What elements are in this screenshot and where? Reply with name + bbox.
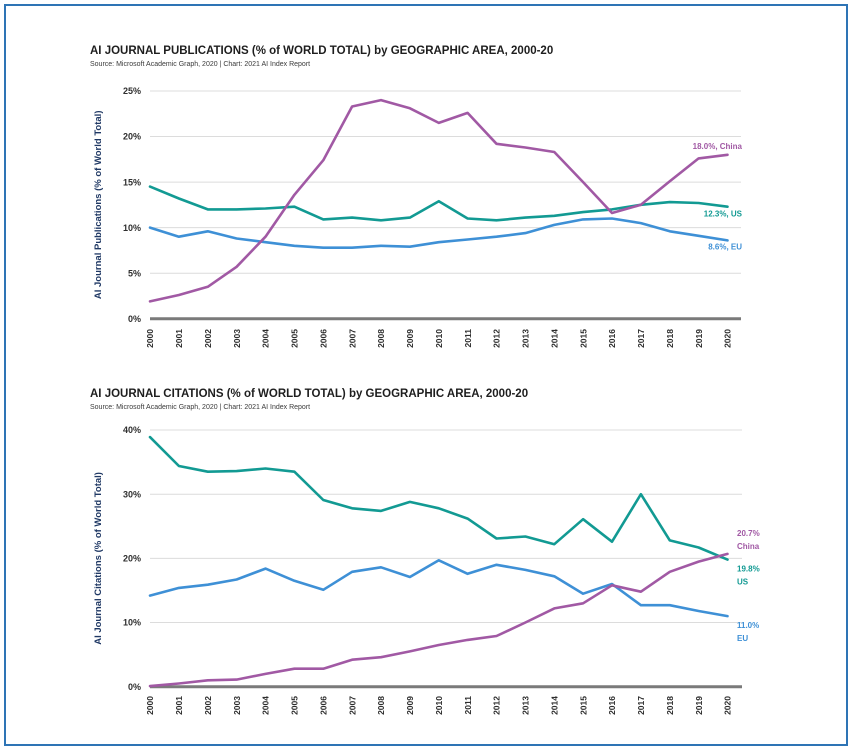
y-tick-label: 20%: [123, 132, 141, 142]
x-tick-label: 2015: [578, 329, 588, 348]
y-tick-label: 40%: [123, 425, 141, 435]
x-tick-label: 2000: [145, 329, 155, 348]
x-tick-label: 2016: [607, 329, 617, 348]
citations-chart-title: AI JOURNAL CITATIONS (% of WORLD TOTAL) …: [90, 388, 529, 400]
x-tick-label: 2019: [694, 329, 704, 348]
x-tick-label: 2001: [174, 329, 184, 348]
series-line-eu: [148, 217, 729, 249]
x-tick-label: 2004: [261, 696, 271, 715]
x-tick-label: 2012: [492, 696, 502, 715]
x-tick-label: 2014: [550, 696, 560, 715]
x-tick-label: 2015: [578, 696, 588, 715]
x-tick-label: 2003: [232, 329, 242, 348]
x-tick-label: 2005: [290, 329, 300, 348]
page-border: [4, 4, 848, 746]
x-tick-label: 2020: [723, 329, 733, 348]
x-tick-label: 2008: [376, 329, 386, 348]
series-end-label-us: 12.3%, US: [704, 210, 743, 219]
series-line-china: [148, 552, 729, 688]
x-tick-label: 2020: [723, 696, 733, 715]
x-tick-label: 2010: [434, 696, 444, 715]
x-tick-label: 2004: [261, 329, 271, 348]
x-tick-label: 2007: [347, 696, 357, 715]
x-tick-label: 2013: [521, 329, 531, 348]
x-tick-label: 2010: [434, 329, 444, 348]
citations-chart: 0% 10% 20% 30% 40% AI Journal Citations (% of…: [93, 425, 760, 715]
series-line-china: [148, 98, 729, 303]
series-end-label-eu: 11.0%: [737, 621, 759, 630]
x-tick-label: 2011: [463, 696, 473, 715]
y-tick-label: 0%: [128, 314, 141, 324]
x-tick-label: 2018: [665, 329, 675, 348]
series-end-label-eu: EU: [737, 634, 748, 643]
x-tick-label: 2014: [550, 329, 560, 348]
citations-chart-source: Source: Microsoft Academic Graph, 2020 |…: [90, 404, 311, 411]
series-end-label-us: US: [737, 578, 749, 587]
x-tick-label: 2006: [318, 696, 328, 715]
x-tick-label: 2017: [636, 329, 646, 348]
x-tick-label: 2007: [347, 329, 357, 348]
x-tick-label: 2018: [665, 696, 675, 715]
y-tick-label: 20%: [123, 554, 141, 564]
series-end-label-china: 20.7%: [737, 529, 760, 538]
series-line-eu: [148, 558, 729, 618]
y-tick-label: 25%: [123, 86, 141, 96]
x-tick-label: 2009: [405, 696, 415, 715]
y-axis-title: AI Journal Publications (% of World Tota…: [93, 110, 104, 299]
y-axis-title: AI Journal Citations (% of World Total): [93, 472, 104, 645]
series-end-label-china: China: [737, 542, 760, 551]
x-tick-label: 2002: [203, 329, 213, 348]
y-tick-label: 30%: [123, 489, 141, 499]
x-tick-label: 2013: [521, 696, 531, 715]
x-tick-label: 2001: [174, 696, 184, 715]
series-end-label-us: 19.8%: [737, 565, 760, 574]
x-tick-label: 2006: [318, 329, 328, 348]
publications-chart-source: Source: Microsoft Academic Graph, 2020 |…: [90, 61, 311, 68]
y-tick-label: 0%: [128, 682, 141, 692]
publications-chart: 0% 5% 10% 15% 20% 25% AI Journal Publications …: [93, 86, 743, 348]
x-tick-label: 2002: [203, 696, 213, 715]
y-tick-label: 10%: [123, 223, 141, 233]
x-tick-label: 2008: [376, 696, 386, 715]
series-end-label-china: 18.0%, China: [693, 142, 743, 151]
y-tick-label: 5%: [128, 268, 141, 278]
publications-chart-title: AI JOURNAL PUBLICATIONS (% of WORLD TOTA…: [90, 45, 554, 57]
x-tick-label: 2003: [232, 696, 242, 715]
x-tick-label: 2012: [492, 329, 502, 348]
x-tick-label: 2019: [694, 696, 704, 715]
x-tick-label: 2000: [145, 696, 155, 715]
x-tick-label: 2009: [405, 329, 415, 348]
series-end-label-eu: 8.6%, EU: [708, 242, 742, 251]
y-tick-label: 10%: [123, 618, 141, 628]
x-tick-label: 2017: [636, 696, 646, 715]
x-tick-label: 2005: [290, 696, 300, 715]
x-tick-label: 2016: [607, 696, 617, 715]
y-tick-label: 15%: [123, 177, 141, 187]
series-line-us: [148, 435, 729, 561]
x-tick-label: 2011: [463, 329, 473, 348]
